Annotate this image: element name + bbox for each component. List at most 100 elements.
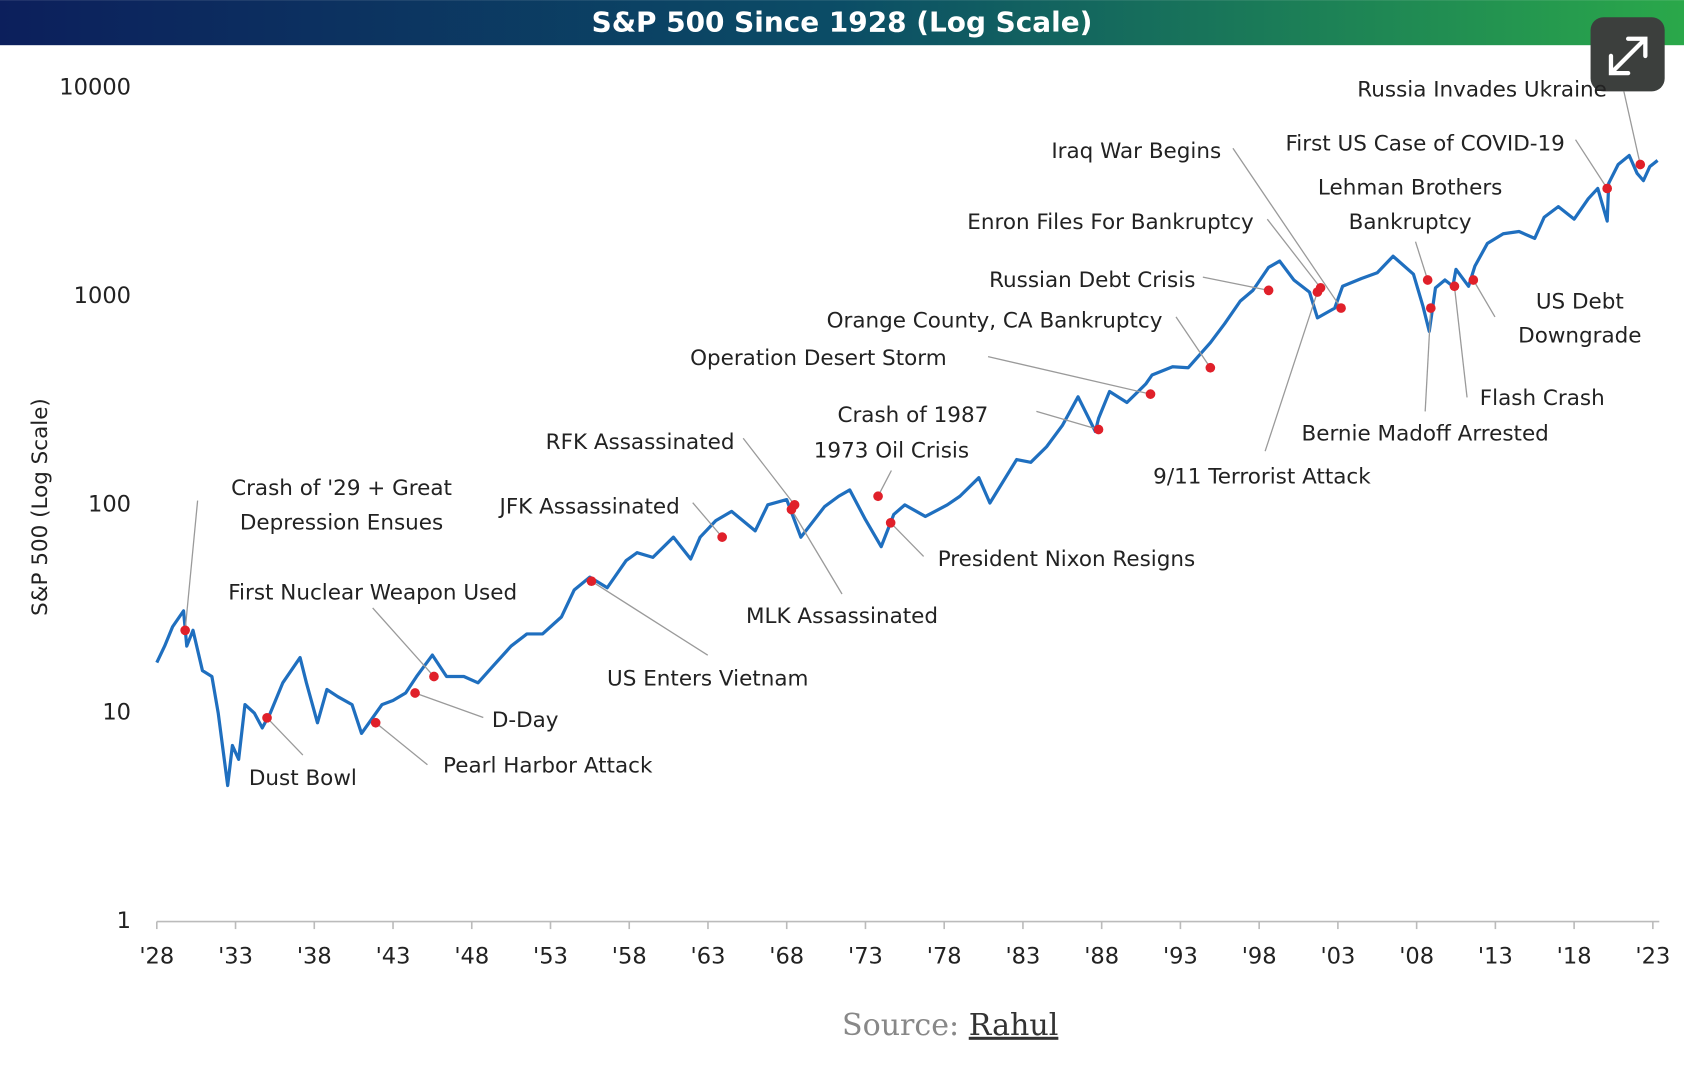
x-tick-label: '43 — [376, 943, 411, 969]
leader-line — [987, 356, 1151, 395]
event-dot — [1263, 285, 1274, 296]
annotation-wrap: 9/11 Terrorist Attack — [1133, 433, 1391, 519]
annotation-box: MLK Assassinated — [745, 602, 939, 629]
leader-line — [1202, 276, 1269, 292]
leader-line — [1266, 218, 1322, 289]
annotation-label: MLK Assassinated — [745, 602, 939, 629]
annotation-wrap: Pearl Harbor Attack — [419, 722, 677, 808]
x-tick-label: '63 — [691, 943, 726, 969]
annotation-box: Flash Crash — [1480, 385, 1605, 411]
annotation-wrap: JFK Assassinated — [482, 463, 697, 549]
annotation-label: RFK Assassinated — [545, 428, 735, 455]
annotation-box: 1973 Oil Crisis — [814, 437, 969, 463]
source-link[interactable]: Rahul — [969, 1008, 1059, 1043]
annotation-label: US Enters Vietnam — [607, 664, 809, 691]
leader-line — [1175, 316, 1211, 369]
x-tick-label: '18 — [1557, 943, 1592, 969]
annotation-label: 9/11 Terrorist Attack — [1153, 462, 1371, 489]
x-tick-label: '88 — [1084, 943, 1119, 969]
x-tick-label: '48 — [454, 943, 489, 969]
event-dot — [1312, 287, 1323, 297]
y-tick-label: 10000 — [59, 75, 131, 101]
event-dot — [1602, 183, 1613, 194]
y-tick-label: 1000 — [74, 283, 131, 309]
annotation-wrap: Russia Invades Ukraine — [1342, 46, 1621, 132]
annotation-wrap: D-Day — [477, 677, 574, 763]
leader-line — [1574, 139, 1608, 189]
annotation-wrap: Dust Bowl — [228, 735, 378, 821]
annotation-wrap: First Nuclear Weapon Used — [206, 549, 539, 635]
annotation-label: Lehman Brothers Bankruptcy — [1317, 174, 1503, 235]
event-dot — [1145, 389, 1156, 399]
x-tick-label: '03 — [1320, 943, 1355, 969]
event-dot — [717, 532, 727, 542]
title-bar — [0, 0, 1684, 46]
source-prefix: Source: — [842, 1008, 959, 1043]
x-tick-label: '33 — [218, 943, 253, 969]
annotation-box: Lehman Brothers Bankruptcy — [1303, 161, 1518, 247]
event-dot — [1468, 275, 1479, 285]
y-tick-label: 10 — [102, 700, 131, 726]
leader-line — [1424, 308, 1432, 412]
annotation-box: US Debt Downgrade — [1518, 287, 1642, 349]
x-tick-label: '58 — [612, 943, 647, 969]
annotation-label: Crash of 1987 — [837, 401, 989, 428]
x-tick-label: '28 — [139, 943, 174, 969]
annotation-label: US Debt Downgrade — [1518, 287, 1642, 349]
leader-line — [1232, 147, 1342, 309]
leader-line — [1453, 286, 1468, 398]
price-line — [155, 153, 1659, 788]
leader-line — [1472, 279, 1496, 318]
annotation-wrap: Iraq War Begins — [1034, 107, 1238, 193]
annotation-box: Bernie Madoff Arrested — [1301, 420, 1549, 446]
y-tick-label: 100 — [88, 491, 131, 517]
event-dot — [789, 500, 800, 510]
x-tick-label: '13 — [1478, 943, 1513, 969]
annotation-box: RFK Assassinated — [545, 428, 735, 455]
annotation-box: 9/11 Terrorist Attack — [1133, 433, 1391, 519]
annotation-label: Bernie Madoff Arrested — [1301, 420, 1549, 446]
annotation-label: D-Day — [491, 706, 559, 733]
annotation-label: First US Case of COVID-19 — [1285, 130, 1565, 156]
annotation-label: President Nixon Resigns — [937, 545, 1196, 572]
event-dot — [262, 713, 272, 723]
source: Source: Rahul — [842, 1008, 1058, 1043]
x-tick-label: '38 — [297, 943, 332, 969]
event-dot — [873, 491, 883, 502]
x-tick-label: '23 — [1635, 943, 1670, 969]
annotation-label: Russia Invades Ukraine — [1357, 76, 1607, 103]
annotation-box: Enron Files For Bankruptcy — [967, 208, 1254, 235]
annotation-box: First US Case of COVID-19 — [1285, 130, 1565, 156]
annotation-wrap: Operation Desert Storm — [668, 315, 969, 401]
event-dot — [1425, 303, 1436, 313]
x-tick-label: '53 — [533, 943, 568, 969]
event-dot — [1093, 424, 1104, 435]
annotation-label: Enron Files For Bankruptcy — [967, 208, 1254, 235]
leader-line — [1414, 241, 1429, 281]
leader-line — [184, 500, 199, 631]
annotation-box: Crash of 1987 — [837, 401, 989, 428]
x-tick-label: '78 — [927, 943, 962, 969]
chart-title: S&P 500 Since 1928 (Log Scale) — [592, 6, 1093, 39]
y-axis-label: S&P 500 (Log Scale) — [28, 398, 53, 616]
expand-button[interactable] — [1590, 17, 1665, 92]
y-tick-label: 1 — [117, 908, 131, 934]
annotation-box: US Enters Vietnam — [607, 664, 809, 691]
event-dot — [1205, 362, 1216, 373]
annotation-box: D-Day — [477, 677, 574, 763]
leader-line — [790, 509, 843, 595]
annotation-box: First Nuclear Weapon Used — [206, 549, 539, 635]
event-dot — [1449, 281, 1460, 292]
annotation-box: Pearl Harbor Attack — [419, 722, 677, 808]
annotation-label: Orange County, CA Bankruptcy — [826, 307, 1163, 334]
annotation-wrap: Russian Debt Crisis — [974, 236, 1210, 322]
annotation-label: Crash of '29 + Great Depression Ensues — [231, 474, 452, 535]
x-tick-label: '68 — [769, 943, 804, 969]
annotation-box: JFK Assassinated — [482, 463, 697, 549]
leader-line — [375, 722, 428, 766]
event-dot — [370, 717, 381, 728]
annotation-wrap: Lehman Brothers Bankruptcy — [1303, 161, 1518, 247]
event-dot — [885, 517, 896, 528]
annotation-label: Russian Debt Crisis — [989, 266, 1196, 293]
annotation-label: Dust Bowl — [248, 764, 357, 791]
